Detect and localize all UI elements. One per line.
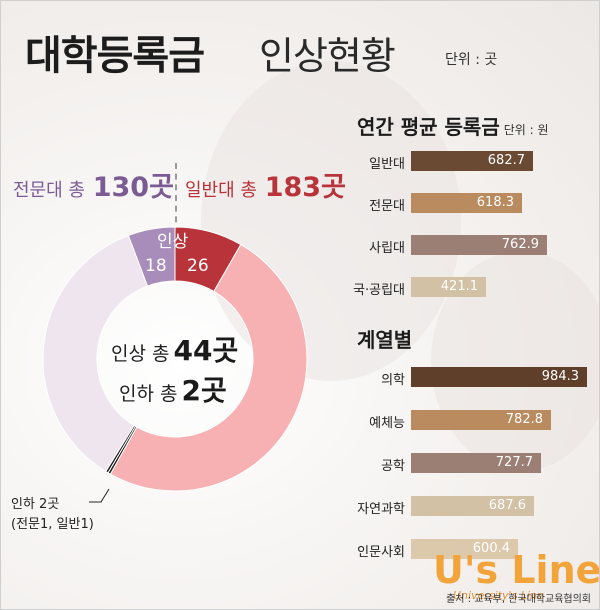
bar-category-label: 자연과학 <box>357 502 405 517</box>
donut-slice-3 <box>109 243 308 492</box>
bar-category-label: 사립대 <box>369 241 405 256</box>
center-raise-label: 인상 총 <box>111 343 170 365</box>
junior-total-label: 전문대 총 <box>13 180 85 201</box>
bar-category-label: 공학 <box>381 459 405 474</box>
bar <box>411 235 547 255</box>
general-total-value: 183곳 <box>264 172 346 203</box>
field-section-title: 계열별 <box>357 328 413 352</box>
bar-category-label: 의학 <box>381 373 405 388</box>
lower-leader-line <box>89 488 110 503</box>
raise-general-value: 26 <box>187 256 209 276</box>
bar <box>411 277 486 297</box>
bar-value-label: 727.7 <box>495 455 533 470</box>
source-text: 출처 : 교육부, 한국대학교육협의회 <box>446 594 591 605</box>
bar-value-label: 618.3 <box>476 195 514 210</box>
lower-note-line1: 인하 2곳 <box>11 497 60 512</box>
bar-value-label: 984.3 <box>541 369 579 384</box>
bar-value-label: 421.1 <box>440 279 478 294</box>
bar-value-label: 782.8 <box>505 412 543 427</box>
bar-category-label: 일반대 <box>369 157 405 172</box>
page-title: 대학등록금 <box>25 33 205 79</box>
center-raise-value: 44곳 <box>173 334 239 367</box>
general-total-label: 일반대 총 <box>185 180 257 201</box>
bar-value-label: 682.7 <box>487 153 525 168</box>
annual-unit: 단위 : 원 <box>503 123 549 137</box>
lower-note-line2: (전문1, 일반1) <box>11 517 94 532</box>
bar-category-label: 국·공립대 <box>353 283 405 298</box>
bar <box>411 453 541 473</box>
center-raise: 인상 총 44곳 <box>111 329 238 369</box>
bar-category-label: 예체능 <box>369 416 405 431</box>
annual-title: 연간 평균 등록금 <box>357 115 500 139</box>
bar-value-label: 762.9 <box>501 237 539 252</box>
center-lower-value: 2곳 <box>181 374 227 407</box>
svg-text:U's Line: U's Line <box>433 548 600 592</box>
ulines-logo: U's Line University's Line <box>433 548 600 602</box>
general-total: 일반대 총 183곳 <box>185 165 346 204</box>
bar-category-label: 전문대 <box>369 199 405 214</box>
bar-category-label: 인문사회 <box>357 545 405 560</box>
raise-junior-value: 18 <box>145 256 167 276</box>
annual-section-title: 연간 평균 등록금 단위 : 원 <box>357 111 549 140</box>
donut-slice-6 <box>42 234 149 473</box>
title-unit: 단위 : 곳 <box>445 52 498 68</box>
lower-note: 인하 2곳 (전문1, 일반1) <box>11 495 94 535</box>
bar <box>411 496 534 516</box>
bar <box>411 410 551 430</box>
junior-total-value: 130곳 <box>92 172 174 203</box>
donut-slices <box>42 226 308 492</box>
junior-total: 전문대 총 130곳 <box>13 165 174 204</box>
raise-label: 인상 <box>157 232 189 252</box>
svg-text:University's Line: University's Line <box>453 589 544 602</box>
bar <box>411 151 533 171</box>
bar <box>411 367 587 387</box>
page-subtitle: 인상현황 <box>259 34 396 78</box>
bar <box>411 539 518 559</box>
divider-line <box>175 163 177 233</box>
bar-value-label: 600.4 <box>472 541 510 556</box>
center-lower-label: 인하 총 <box>119 383 178 405</box>
bar-value-label: 687.6 <box>488 498 526 513</box>
background-photo-shape <box>201 61 461 381</box>
bar <box>411 193 522 213</box>
center-lower: 인하 총 2곳 <box>119 369 227 409</box>
